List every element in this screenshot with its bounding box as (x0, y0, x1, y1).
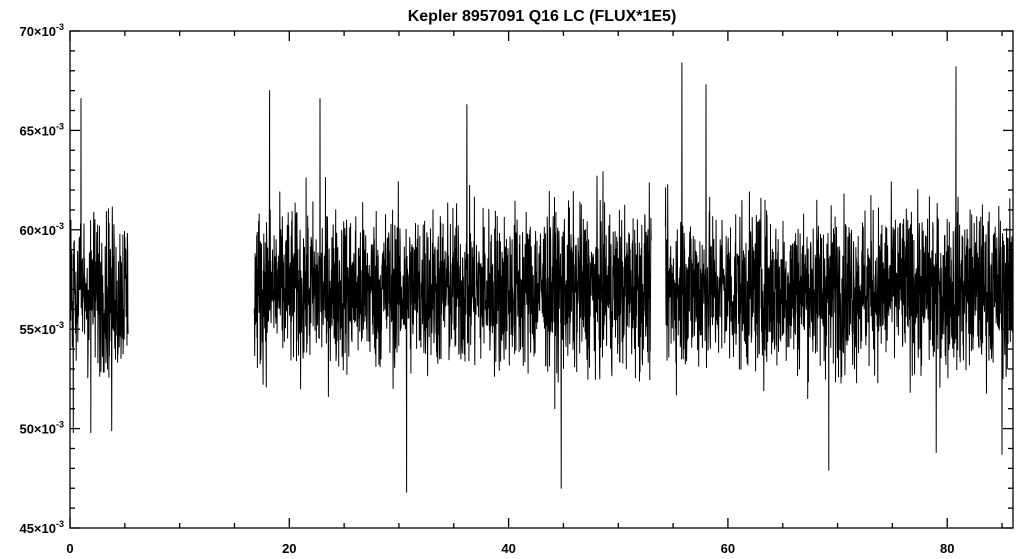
flux-series (69, 62, 1014, 493)
y-tick-label: 60×10-3 (19, 221, 64, 238)
flux-segment-2 (253, 90, 652, 493)
x-tick-label: 40 (501, 541, 515, 556)
axis-ticks (69, 30, 1013, 529)
flux-segment-1 (69, 98, 129, 434)
chart-title: Kepler 8957091 Q16 LC (FLUX*1E5) (408, 8, 677, 25)
y-tick-label: 45×10-3 (19, 519, 64, 536)
x-tick-label: 0 (66, 541, 73, 556)
x-tick-label: 60 (721, 541, 735, 556)
y-tick-label: 70×10-3 (19, 22, 64, 39)
x-tick-label: 80 (940, 541, 954, 556)
flux-segment-3 (664, 62, 1014, 471)
x-tick-label: 20 (282, 541, 296, 556)
y-tick-label: 55×10-3 (19, 320, 64, 337)
y-tick-label: 65×10-3 (19, 121, 64, 138)
y-tick-label: 50×10-3 (19, 420, 64, 437)
axis-tick-labels: 0 20 40 60 80 45×10-3 50×10-3 55×10-3 60×10-3 65×… (19, 22, 954, 556)
